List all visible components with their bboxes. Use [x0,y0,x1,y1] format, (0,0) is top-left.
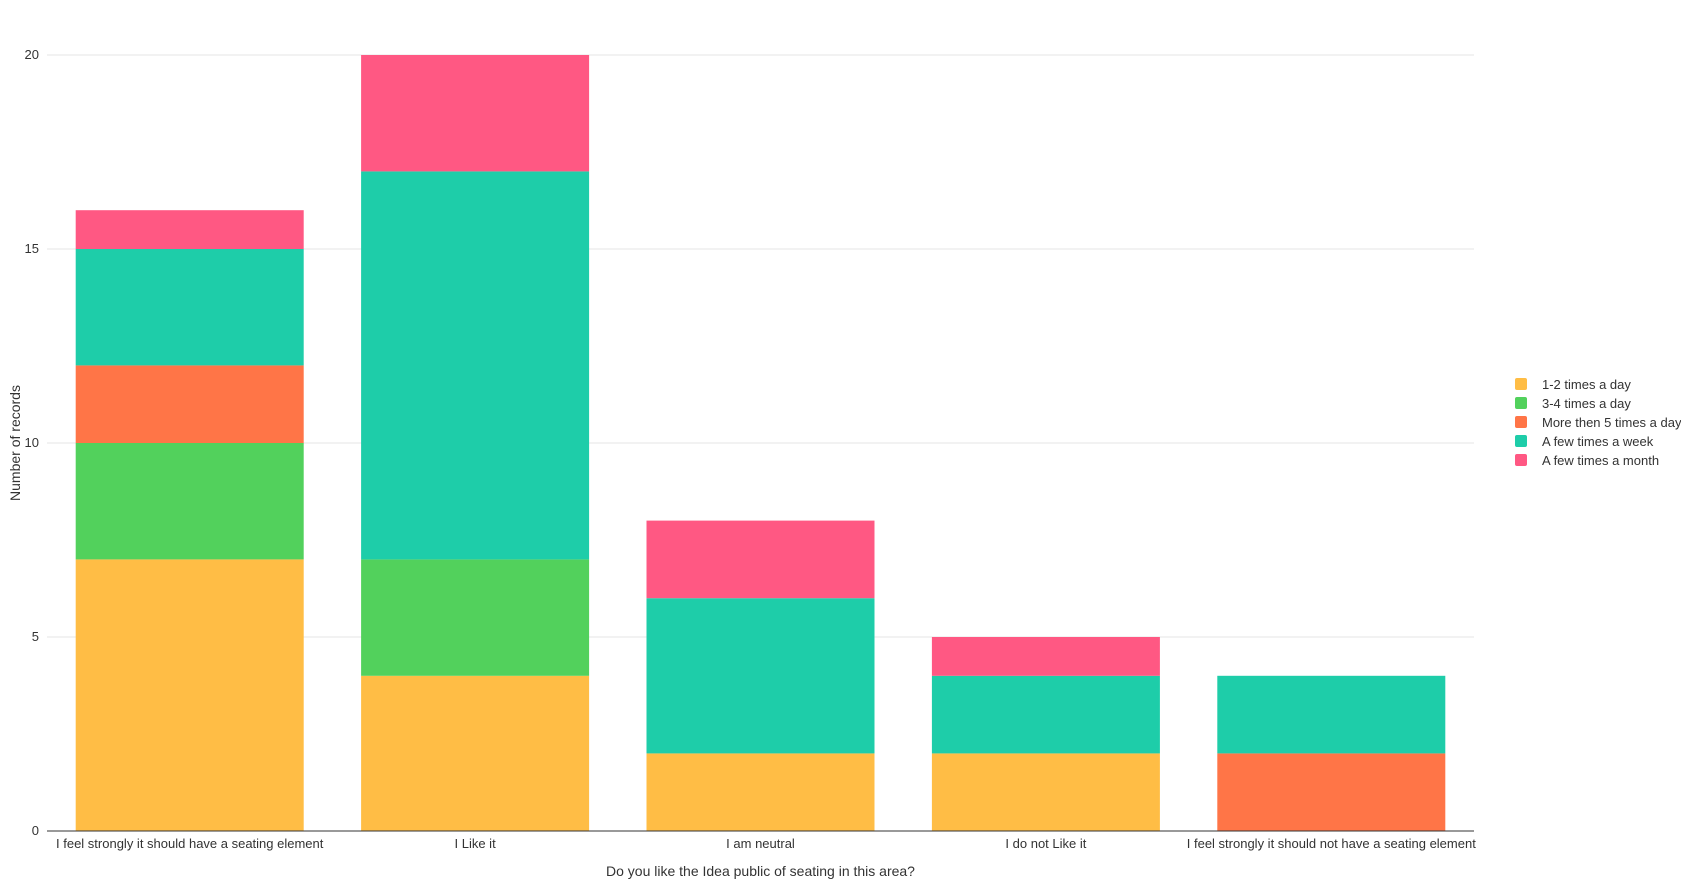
legend: 1-2 times a day 3-4 times a day More then … [1515,377,1681,468]
x-axis-categories: I feel strongly it should have a seating… [56,836,1476,851]
y-tick-label: 0 [32,823,39,838]
bar-segment[interactable] [931,675,1160,754]
bar-segment[interactable] [646,598,875,754]
x-tick-label: I Like it [455,836,497,851]
y-tick-label: 5 [32,629,39,644]
bar-segment[interactable] [646,753,875,831]
bars [75,55,1446,831]
legend-label: 1-2 times a day [1542,377,1631,392]
y-tick-label: 20 [25,47,39,62]
bar-segment[interactable] [1217,675,1446,754]
bar-segment[interactable] [361,171,590,560]
x-tick-label: I am neutral [726,836,795,851]
legend-swatch [1515,454,1527,466]
bar-segment[interactable] [361,559,590,676]
bar-segment[interactable] [646,520,875,599]
bar-segment[interactable] [931,753,1160,831]
bar-segment[interactable] [75,443,304,560]
y-tick-label: 10 [25,435,39,450]
bar-segment[interactable] [75,559,304,831]
legend-swatch [1515,378,1527,390]
legend-swatch [1515,435,1527,447]
y-axis-ticks: 0 5 10 15 20 [25,47,39,838]
legend-label: A few times a month [1542,453,1659,468]
legend-label: A few times a week [1542,434,1654,449]
legend-label: 3-4 times a day [1542,396,1631,411]
legend-swatch [1515,397,1527,409]
bar-segment[interactable] [75,365,304,443]
x-tick-label: I feel strongly it should have a seating… [56,836,324,851]
bar-segment[interactable] [931,637,1160,676]
bar-segment[interactable] [75,210,304,249]
legend-label: More then 5 times a day [1542,415,1681,430]
y-tick-label: 15 [25,241,39,256]
legend-swatch [1515,416,1527,428]
bar-segment[interactable] [75,249,304,366]
y-axis-title: Number of records [7,385,23,501]
bar-segment[interactable] [361,675,590,831]
x-tick-label: I do not Like it [1005,836,1086,851]
x-tick-label: I feel strongly it should not have a sea… [1187,836,1476,851]
x-axis-title: Do you like the Idea public of seating i… [606,863,915,879]
bar-segment[interactable] [361,55,590,172]
bar-segment[interactable] [1217,753,1446,831]
